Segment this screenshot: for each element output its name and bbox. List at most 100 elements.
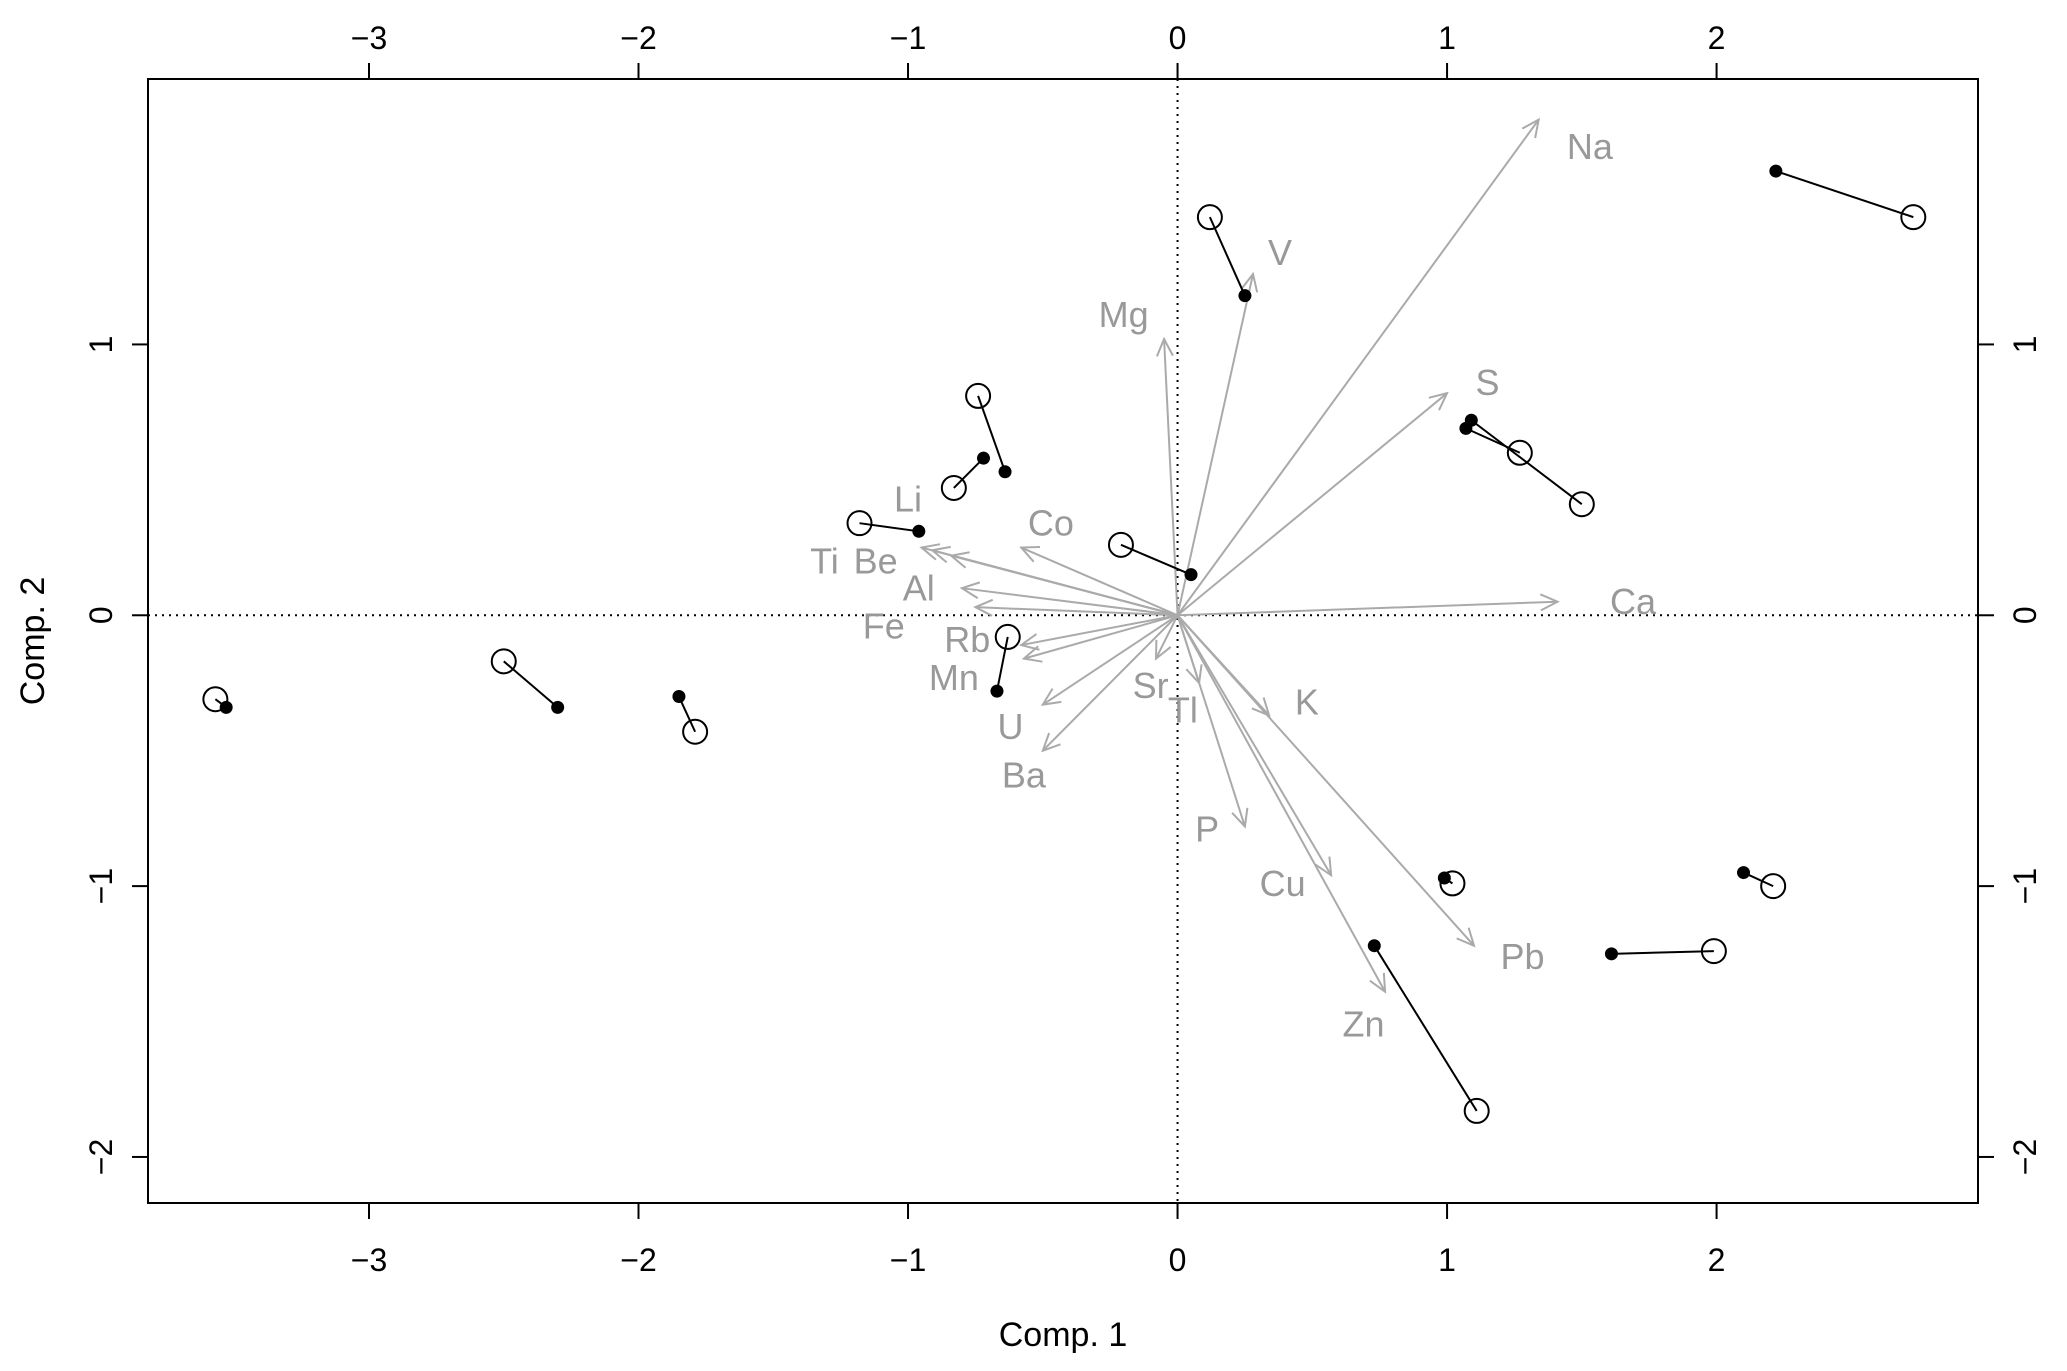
x-axis-title: Comp. 1 [999, 1316, 1128, 1354]
filled-point [990, 684, 1004, 698]
pair-connector [859, 522, 919, 533]
point-pair [202, 686, 233, 714]
vector-label-na: Na [1567, 126, 1614, 167]
x-tick-label-bottom: −2 [620, 1242, 656, 1278]
point-pair [965, 382, 1012, 479]
open-point [940, 474, 967, 501]
point-pair [1604, 938, 1727, 965]
pair-connector [503, 660, 559, 709]
point-pair [1464, 413, 1595, 518]
filled-point [1464, 413, 1478, 427]
point-pair [990, 623, 1021, 698]
vector-arrow-cu [1176, 614, 1332, 875]
open-point [1439, 870, 1466, 897]
reference-lines [148, 79, 1978, 1203]
point-pair [1367, 939, 1490, 1124]
vector-arrow-na [1176, 120, 1539, 616]
vector-label-ti: Ti [810, 541, 839, 582]
x-tick-label-top: −2 [620, 20, 656, 56]
point-pair [1196, 204, 1252, 303]
x-tick-label-bottom: 0 [1169, 1242, 1187, 1278]
pair-connector [1208, 216, 1246, 297]
filled-point [976, 451, 990, 465]
y-tick-label-right: −1 [2007, 868, 2043, 904]
pair-connector [1470, 419, 1583, 506]
point-pair [1437, 870, 1466, 897]
vector-label-cu: Cu [1260, 863, 1306, 904]
filled-point [912, 524, 926, 538]
vector-label-li: Li [894, 478, 922, 519]
score-point-pairs [202, 164, 1927, 1124]
open-point [1760, 873, 1787, 900]
vector-label-mn: Mn [929, 657, 979, 698]
pair-connector [977, 395, 1006, 473]
x-tick-label-bottom: −3 [351, 1242, 387, 1278]
vector-label-ba: Ba [1002, 755, 1047, 796]
vector-arrow-mn [1024, 614, 1178, 658]
filled-point [1238, 289, 1252, 303]
vector-label-fe: Fe [863, 606, 905, 647]
pair-connector [1775, 170, 1914, 219]
x-tick-label-bottom: 2 [1708, 1242, 1726, 1278]
axes: −3 −3 −2 −2 −1 −1 0 0 1 1 2 2 −2 −2 −1 −1 0 0 1 1 [83, 20, 2043, 1278]
pair-connector [1611, 950, 1714, 955]
vector-label-mg: Mg [1099, 294, 1149, 335]
vector-arrow-pb [1176, 614, 1474, 945]
y-tick-label-left: 0 [83, 606, 119, 624]
vector-arrow-zn [1176, 614, 1386, 991]
vector-arrow-ba [1043, 614, 1179, 750]
pair-connector [953, 457, 985, 489]
open-point [846, 510, 873, 537]
vector-arrow-u [1043, 614, 1179, 704]
filled-point [1604, 947, 1618, 961]
open-point [202, 686, 229, 713]
x-tick-label-top: 0 [1169, 20, 1187, 56]
open-point [1196, 204, 1223, 231]
vector-label-rb: Rb [944, 619, 990, 660]
vector-arrow-rb [1021, 614, 1178, 645]
open-point [490, 648, 517, 675]
point-pair [490, 648, 565, 714]
open-point [1107, 531, 1134, 558]
vector-arrow-s [1176, 393, 1448, 617]
filled-point [1769, 164, 1783, 178]
pair-connector [1465, 427, 1521, 454]
point-pair [846, 510, 926, 538]
point-pair [1107, 531, 1198, 582]
x-tick-label-bottom: 1 [1438, 1242, 1456, 1278]
vector-arrow-sr [1156, 614, 1179, 658]
vector-arrow-ca [1177, 602, 1558, 617]
filled-point [672, 690, 686, 704]
x-tick-label-top: 2 [1708, 20, 1726, 56]
open-point [682, 718, 709, 745]
y-tick-label-left: −2 [83, 1139, 119, 1175]
y-tick-label-right: −2 [2007, 1139, 2043, 1175]
open-point [1506, 439, 1533, 466]
vector-arrow-fe [975, 607, 1178, 615]
pair-connector [995, 636, 1009, 692]
point-pair [1737, 866, 1787, 900]
open-point [1700, 938, 1727, 965]
filled-point [551, 700, 565, 714]
vector-label-sr: Sr [1133, 665, 1169, 706]
x-tick-label-top: −3 [351, 20, 387, 56]
y-tick-label-right: 0 [2007, 606, 2043, 624]
filled-point [1367, 939, 1381, 953]
filled-point [1184, 568, 1198, 582]
open-point [1568, 491, 1595, 518]
vector-arrow-p [1176, 614, 1245, 826]
filled-point [1437, 871, 1451, 885]
vector-label-v: V [1268, 232, 1292, 273]
open-point [1900, 204, 1927, 231]
x-tick-label-top: −1 [890, 20, 926, 56]
filled-point [219, 700, 233, 714]
open-point [965, 382, 992, 409]
vector-label-pb: Pb [1500, 936, 1544, 977]
plot-frame [147, 78, 1979, 1204]
y-axis-title: Comp. 2 [14, 577, 52, 706]
point-pair [672, 690, 709, 745]
x-tick-label-bottom: −1 [890, 1242, 926, 1278]
vector-label-ca: Ca [1610, 581, 1657, 622]
